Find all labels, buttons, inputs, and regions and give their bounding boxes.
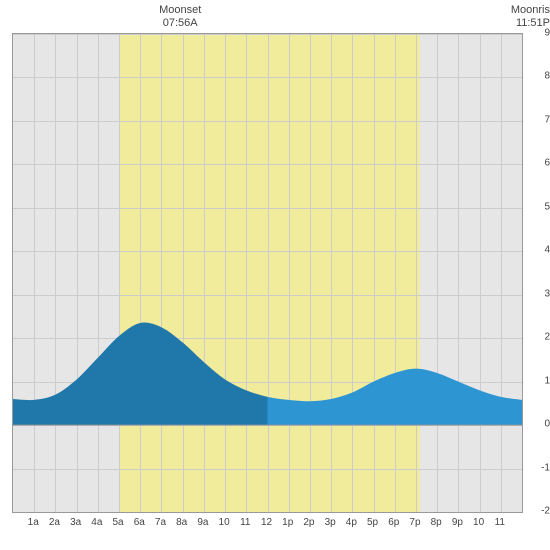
x-tick-label: 6a: [134, 517, 145, 528]
y-tick-label: -2: [525, 506, 550, 517]
y-tick-label: 1: [525, 375, 550, 386]
y-tick-label: 5: [525, 201, 550, 212]
tide-curve: [13, 34, 522, 512]
x-tick-label: 5p: [367, 517, 378, 528]
x-tick-label: 11: [495, 517, 505, 528]
y-tick-label: -1: [525, 462, 550, 473]
x-tick-label: 10: [219, 517, 230, 528]
x-tick-label: 8a: [176, 517, 187, 528]
y-tick-label: 7: [525, 114, 550, 125]
x-tick-label: 10: [473, 517, 484, 528]
x-tick-label: 5a: [112, 517, 123, 528]
plot-area: [12, 33, 523, 513]
y-tick-label: 2: [525, 332, 550, 343]
y-tick-label: 0: [525, 419, 550, 430]
y-tick-label: 6: [525, 158, 550, 169]
x-tick-label: 4p: [346, 517, 357, 528]
y-tick-label: 8: [525, 71, 550, 82]
x-tick-label: 9a: [197, 517, 208, 528]
x-tick-label: 3p: [325, 517, 336, 528]
x-tick-label: 9p: [452, 517, 463, 528]
moonrise-caption: Moonris 11:51P: [511, 4, 550, 30]
x-tick-label: 11: [240, 517, 250, 528]
x-tick-label: 2p: [303, 517, 314, 528]
x-tick-label: 12: [261, 517, 272, 528]
y-tick-label: 9: [525, 28, 550, 39]
x-tick-label: 7p: [409, 517, 420, 528]
x-tick-label: 3a: [70, 517, 81, 528]
y-tick-label: 3: [525, 288, 550, 299]
tide-chart: Moonset 07:56A Moonris 11:51P 1a 2a 3a 4a 5a…: [0, 0, 550, 550]
x-tick-label: 4a: [91, 517, 102, 528]
x-tick-label: 7a: [155, 517, 166, 528]
x-tick-label: 8p: [431, 517, 442, 528]
x-tick-label: 6p: [388, 517, 399, 528]
y-tick-label: 4: [525, 245, 550, 256]
x-tick-label: 2a: [49, 517, 60, 528]
moonset-caption: Moonset 07:56A: [150, 4, 210, 30]
x-tick-label: 1a: [28, 517, 39, 528]
x-tick-label: 1p: [282, 517, 293, 528]
